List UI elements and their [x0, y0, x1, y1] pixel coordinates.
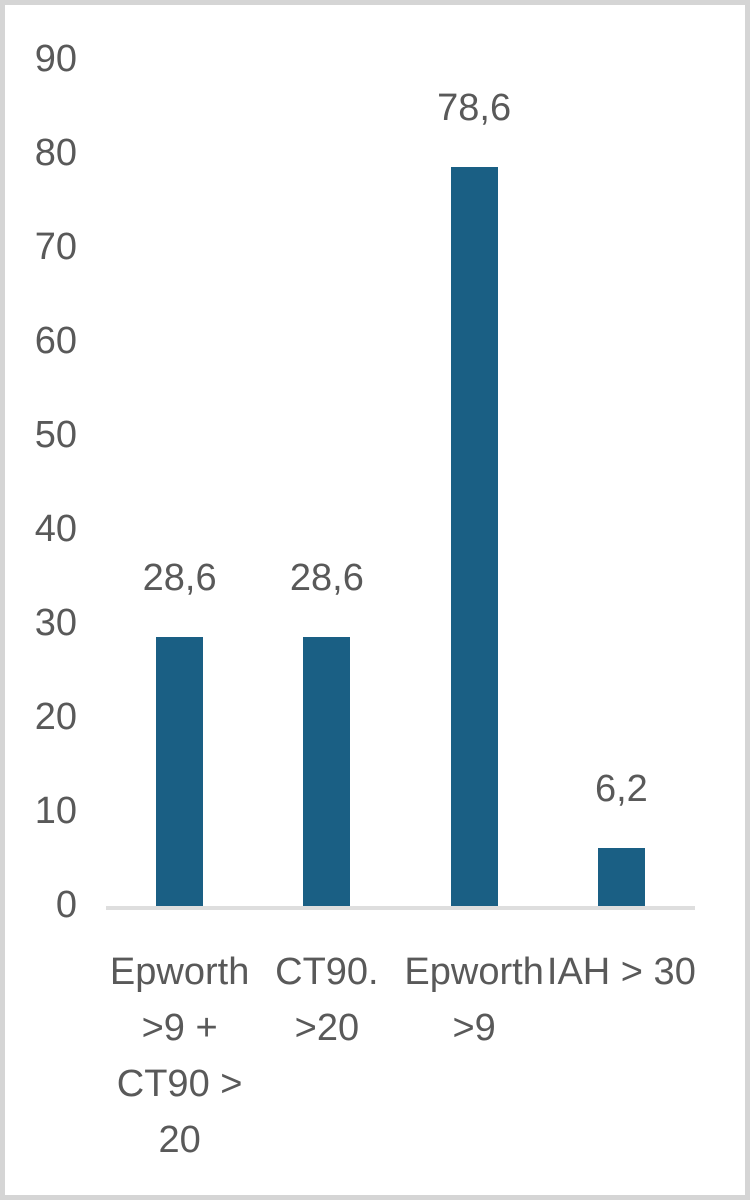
bar-value-label: 28,6	[142, 557, 217, 600]
bar	[450, 167, 498, 906]
bar	[156, 637, 204, 906]
y-axis-tick-label: 20	[34, 696, 77, 738]
y-axis-tick-label: 40	[34, 508, 77, 550]
y-axis-tick-label: 10	[34, 790, 77, 832]
x-axis-category-label: Epworth >9 + CT90 > 20	[98, 944, 262, 1168]
category-label-line: IAH > 30	[546, 951, 696, 993]
y-axis-tick-label: 80	[34, 132, 77, 174]
category-label-line: Epworth	[109, 951, 250, 993]
category-label-line: CT90.	[275, 951, 379, 993]
x-axis-line	[106, 906, 695, 910]
category-label-line: CT90 >	[116, 1063, 243, 1105]
y-axis-tick-label: 50	[34, 414, 77, 456]
x-axis-category-label: IAH > 30	[539, 944, 703, 1000]
category-label-line: >9	[452, 1007, 496, 1049]
y-axis-tick-label: 30	[34, 602, 77, 644]
y-axis-tick-label: 90	[34, 38, 77, 80]
y-axis-tick-label: 70	[34, 226, 77, 268]
bar	[597, 847, 645, 906]
y-axis-tick-label: 60	[34, 320, 77, 362]
category-label-line: 20	[158, 1119, 201, 1161]
bar-value-label: 6,2	[594, 767, 648, 810]
bar-value-label: 28,6	[289, 557, 364, 600]
category-label-line: >20	[294, 1007, 360, 1049]
y-axis-tick-label: 0	[55, 884, 77, 926]
category-label-line: >9 +	[141, 1007, 218, 1049]
category-label-line: Epworth	[404, 951, 544, 993]
bar-value-label: 78,6	[437, 87, 512, 130]
x-axis-category-label: Epworth >9	[392, 944, 556, 1056]
x-axis-category-label: CT90. >20	[245, 944, 409, 1056]
bar	[303, 637, 351, 906]
